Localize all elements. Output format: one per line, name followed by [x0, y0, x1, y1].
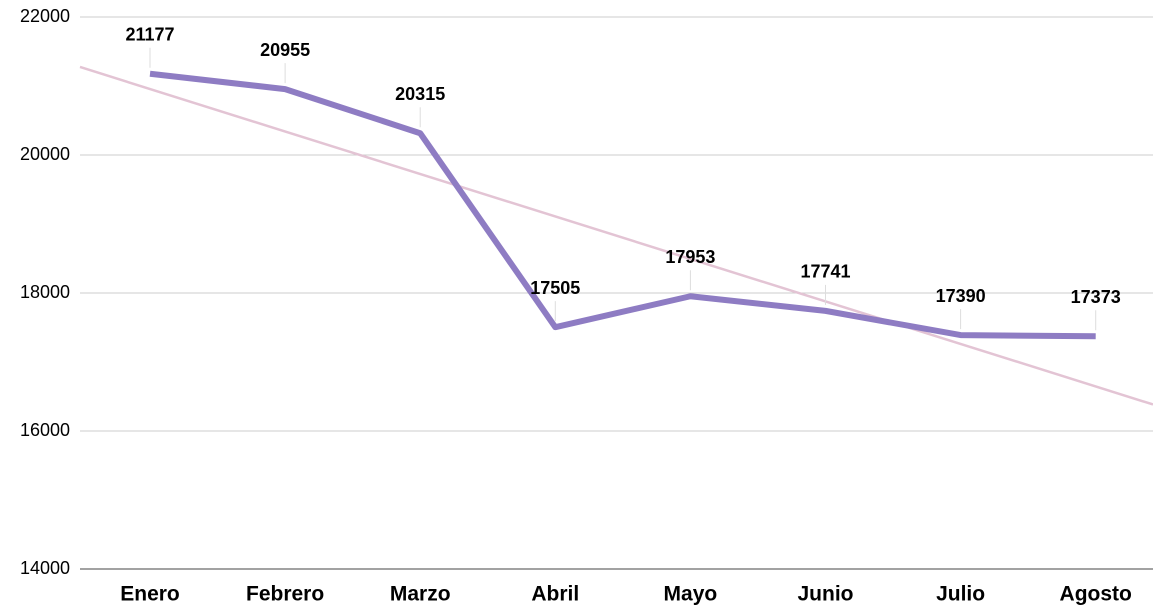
y-tick-label: 16000 [20, 420, 70, 440]
data-label: 21177 [125, 25, 174, 45]
data-label: 17505 [530, 278, 580, 298]
y-tick-label: 18000 [20, 282, 70, 302]
data-label: 17953 [665, 247, 715, 267]
x-tick-label: Enero [120, 583, 180, 606]
x-tick-label: Marzo [390, 583, 451, 606]
trendline [79, 65, 1153, 406]
y-tick-label: 14000 [20, 558, 70, 578]
x-tick-label: Abril [531, 583, 579, 606]
y-tick-label: 22000 [20, 6, 70, 26]
x-tick-label: Agosto [1060, 583, 1132, 606]
data-label: 17390 [936, 286, 986, 306]
data-label: 17373 [1071, 287, 1121, 307]
x-tick-label: Febrero [246, 583, 324, 606]
data-label: 17741 [800, 262, 850, 282]
x-tick-label: Julio [936, 583, 985, 606]
x-tick-label: Mayo [664, 583, 718, 606]
x-tick-label: Junio [798, 583, 854, 606]
series-line [149, 70, 1096, 340]
data-label: 20315 [395, 84, 445, 104]
data-label: 20955 [260, 40, 310, 60]
y-tick-label: 20000 [20, 144, 70, 164]
